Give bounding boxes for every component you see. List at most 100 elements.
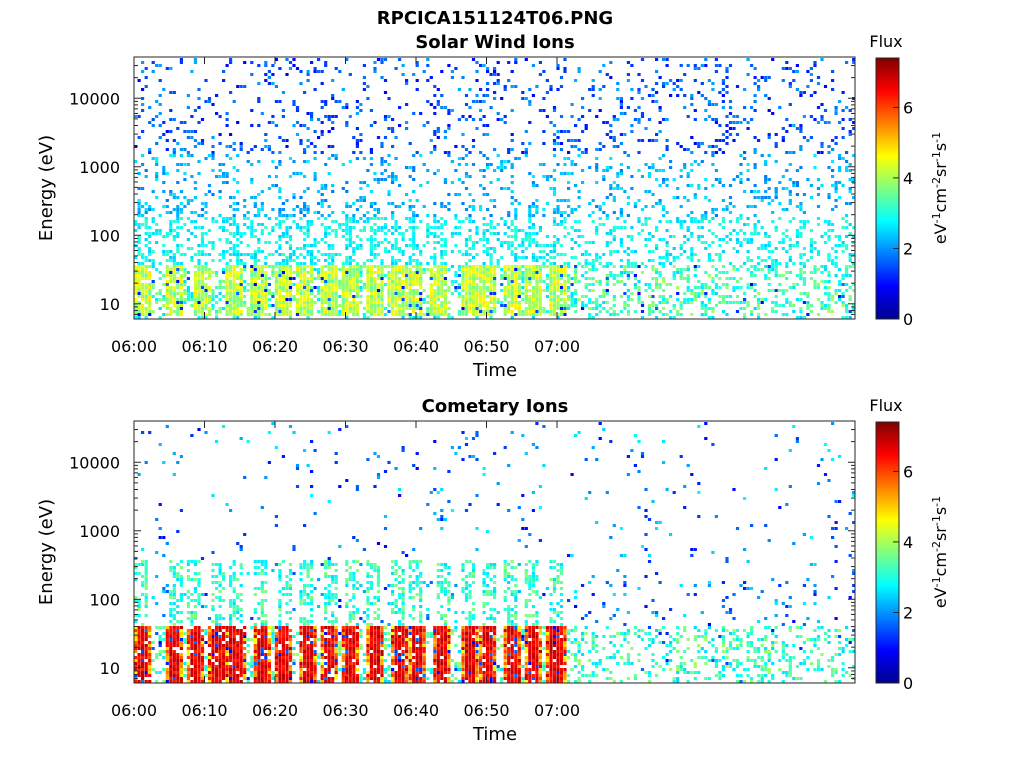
heatmap-cell [743,292,747,295]
heatmap-cell [239,268,243,271]
heatmap-cell [324,265,328,268]
heatmap-cell [665,229,669,232]
heatmap-cell [306,313,310,316]
heatmap-cell [299,271,303,274]
heatmap-cell [753,214,757,217]
heatmap-cell [348,238,352,241]
heatmap-cell [471,271,476,274]
heatmap-cell [464,94,469,97]
heatmap-cell [440,277,444,280]
heatmap-cell [352,286,356,289]
heatmap-cell [295,301,300,304]
heatmap-cell [144,223,148,226]
heatmap-cell [457,193,461,196]
heatmap-cell [172,262,176,265]
heatmap-cell [207,184,212,187]
heatmap-cell [232,196,236,199]
heatmap-cell [134,283,138,286]
heatmap-cell [391,244,395,247]
heatmap-cell [334,307,338,310]
heatmap-cell [281,262,285,265]
heatmap-cell [443,151,447,154]
heatmap-cell [398,310,402,313]
heatmap-cell [148,235,152,238]
heatmap-cell [704,178,708,181]
heatmap-cell [609,271,613,274]
heatmap-cell [482,310,486,313]
heatmap-cell [612,238,616,241]
heatmap-cell [398,184,402,187]
heatmap-cell [690,292,694,295]
heatmap-cell [394,178,398,181]
heatmap-cell [496,301,500,304]
heatmap-cell [317,211,321,214]
heatmap-cell [739,154,743,157]
heatmap-cell [232,304,236,307]
heatmap-cell [253,202,257,205]
heatmap-cell [721,79,725,82]
heatmap-cell [348,289,352,292]
heatmap-cell [514,229,518,232]
heatmap-cell [380,217,384,220]
heatmap-cell [391,256,395,259]
heatmap-cell [310,250,314,253]
heatmap-cell [391,226,395,229]
heatmap-cell [236,310,240,313]
heatmap-cell [679,253,683,256]
heatmap-cell [679,226,683,229]
heatmap-cell [278,265,282,268]
heatmap-cell [683,163,687,166]
heatmap-cell [373,271,377,274]
heatmap-cell [665,313,669,316]
heatmap-cell [567,172,571,175]
heatmap-cell [785,298,789,301]
heatmap-cell [317,289,321,292]
heatmap-cell [299,280,303,283]
heatmap-cell [387,241,391,244]
heatmap-cell [172,268,176,271]
heatmap-cell [200,202,205,205]
heatmap-cell [243,280,247,283]
heatmap-cell [831,160,835,163]
heatmap-cell [391,262,395,265]
heatmap-cell [239,295,243,298]
heatmap-cell [619,271,623,274]
heatmap-cell [426,181,430,184]
heatmap-cell [707,274,711,277]
heatmap-cell [535,184,539,187]
heatmap-cell [630,298,634,301]
heatmap-cell [637,139,641,142]
heatmap-cell [433,262,437,265]
heatmap-cell [433,94,437,97]
heatmap-cell [567,151,571,154]
heatmap-cell [683,73,687,76]
heatmap-cell [479,151,483,154]
heatmap-cell [549,277,553,280]
heatmap-cell [440,106,444,109]
heatmap-cell [137,292,141,295]
heatmap-cell [827,256,831,259]
heatmap-cell [834,187,838,190]
heatmap-cell [806,313,810,316]
heatmap-cell [676,298,680,301]
heatmap-cell [531,64,535,67]
heatmap-cell [419,112,423,115]
heatmap-cell [556,313,560,316]
heatmap-cell [331,310,335,313]
heatmap-cell [172,151,176,154]
heatmap-cell [570,139,574,142]
heatmap-cell [581,130,585,133]
heatmap-cell [718,178,722,181]
heatmap-cell [239,148,243,151]
heatmap-cell [774,310,778,313]
heatmap-cell [700,64,704,67]
heatmap-cell [725,271,729,274]
heatmap-cell [345,295,349,298]
heatmap-cell [528,244,532,247]
heatmap-cell [570,160,574,163]
heatmap-cell [239,241,243,244]
heatmap-cell [278,304,282,307]
heatmap-cell [802,193,806,196]
heatmap-cell [834,112,838,115]
heatmap-cell [552,301,557,304]
